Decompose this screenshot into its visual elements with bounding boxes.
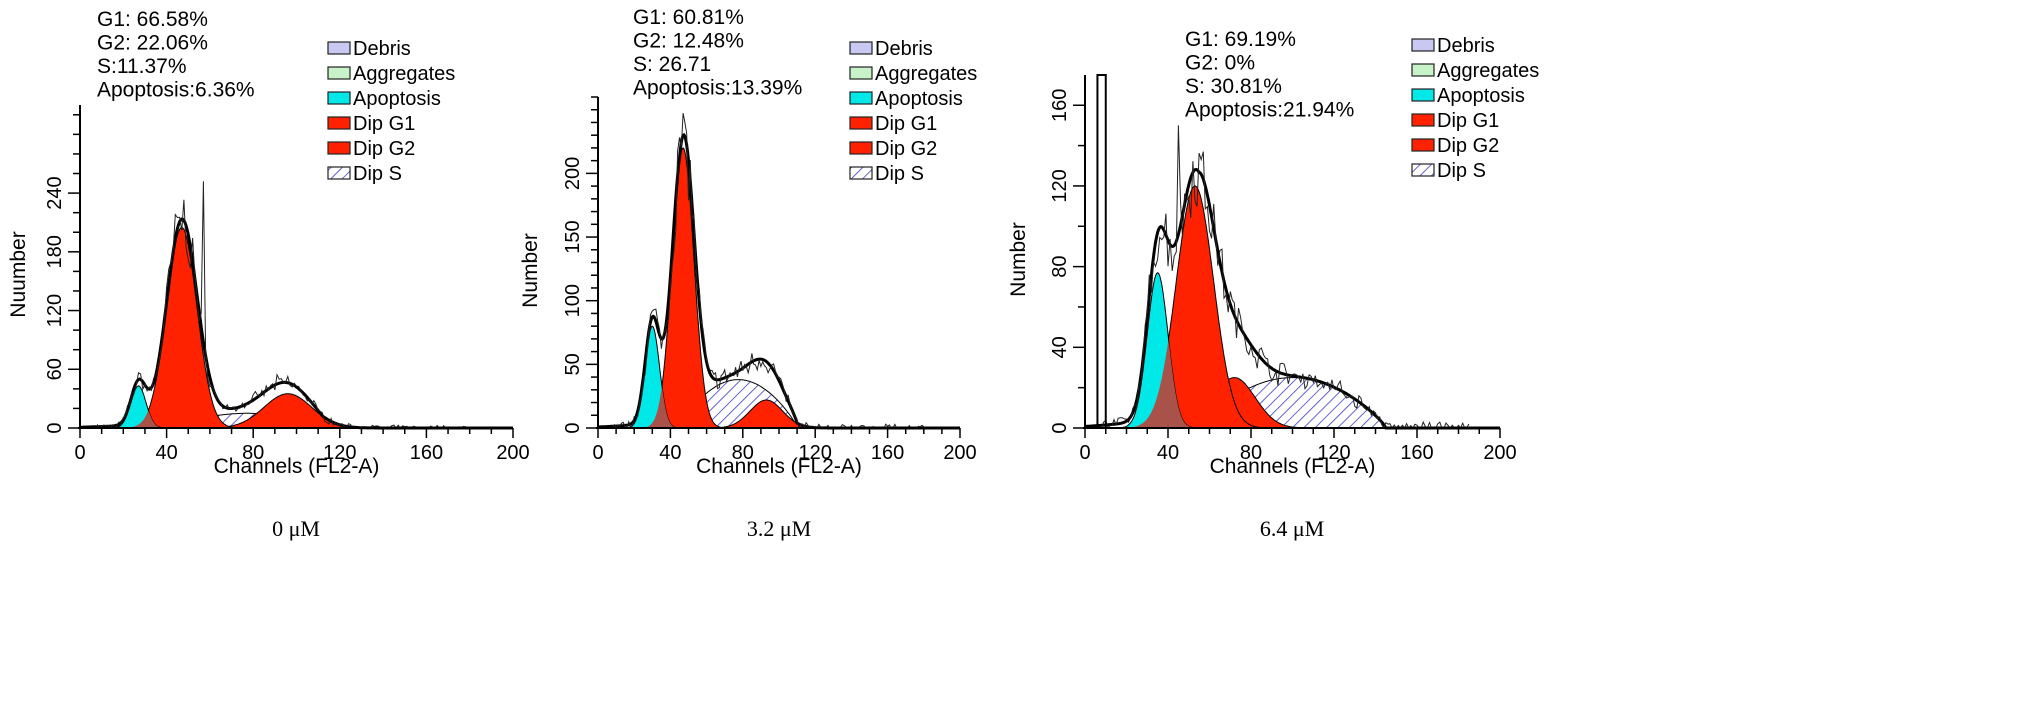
- concentration-caption: 3.2 μM: [747, 516, 811, 541]
- legend-swatch-aggregates: [327, 66, 351, 80]
- legend-swatch-apoptosis: [1411, 88, 1435, 102]
- y-tick-label: 40: [1049, 336, 1071, 358]
- legend-swatch-debris: [849, 41, 873, 55]
- legend-label: Aggregates: [353, 63, 455, 85]
- stat-text: Apoptosis:13.39%: [633, 77, 802, 100]
- legend-swatch-dip-g2: [1411, 138, 1435, 152]
- y-axis-title: Nuumber: [7, 231, 30, 317]
- legend-swatch-debris: [1411, 38, 1435, 52]
- legend-label: Debris: [875, 38, 933, 60]
- legend-label: Dip G1: [353, 113, 415, 135]
- x-axis-title: Channels (FL2-A): [1210, 455, 1376, 478]
- stat-text: G2: 12.48%: [633, 30, 744, 53]
- stat-text: G1: 60.81%: [633, 6, 744, 29]
- legend-label: Apoptosis: [875, 88, 963, 110]
- legend-label: Dip S: [353, 163, 402, 185]
- panel-2: 0 40 80 120 160 200 0 50 100 150 200 Channels (FL2-…: [519, 6, 977, 541]
- stat-text: Apoptosis:6.36%: [97, 79, 255, 102]
- legend-swatch-dip-g1: [327, 116, 351, 130]
- x-tick-label: 0: [592, 442, 603, 464]
- panel-1: 0 40 80 120 160 200 0 60 120 180 240 Channels (FL2-…: [7, 8, 530, 541]
- legend-label: Apoptosis: [353, 88, 441, 110]
- y-axis-title: Number: [519, 233, 542, 308]
- x-tick-label: 160: [1400, 442, 1433, 464]
- y-tick-label: 0: [1049, 422, 1071, 433]
- y-tick-label: 240: [44, 176, 66, 209]
- x-tick-label: 40: [659, 442, 681, 464]
- x-tick-label: 120: [799, 442, 832, 464]
- x-tick-label: 160: [410, 442, 443, 464]
- legend-label: Dip G1: [1437, 110, 1499, 132]
- concentration-caption: 0 μM: [272, 516, 320, 541]
- x-tick-label: 200: [943, 442, 976, 464]
- x-tick-label: 40: [155, 442, 177, 464]
- x-tick-label: 80: [242, 442, 264, 464]
- x-axis-title: Channels (FL2-A): [214, 455, 380, 478]
- legend-label: Debris: [1437, 35, 1495, 57]
- legend-swatch-dip-s: [849, 166, 873, 180]
- y-tick-label: 120: [44, 294, 66, 327]
- legend-swatch-dip-g1: [849, 116, 873, 130]
- legend-label: Aggregates: [1437, 60, 1539, 82]
- stat-text: S:11.37%: [97, 55, 187, 78]
- x-tick-label: 40: [1157, 442, 1179, 464]
- stat-text: G2: 0%: [1185, 52, 1255, 75]
- x-tick-label: 0: [74, 442, 85, 464]
- legend-swatch-dip-g2: [849, 141, 873, 155]
- y-tick-label: 160: [1049, 89, 1071, 122]
- y-tick-label: 180: [44, 235, 66, 268]
- x-tick-label: 80: [732, 442, 754, 464]
- y-tick-label: 0: [44, 422, 66, 433]
- legend-swatch-apoptosis: [849, 91, 873, 105]
- legend-label: Dip G2: [875, 138, 937, 160]
- stat-text: G2: 22.06%: [97, 32, 208, 55]
- legend-label: Aggregates: [875, 63, 977, 85]
- raw-histogram-line: [1101, 125, 1470, 430]
- stat-text: S: 30.81%: [1185, 75, 1282, 98]
- y-tick-label: 150: [562, 220, 584, 253]
- y-tick-label: 200: [562, 157, 584, 190]
- x-tick-label: 80: [1240, 442, 1262, 464]
- legend-label: Dip G1: [875, 113, 937, 135]
- x-axis-title: Channels (FL2-A): [696, 455, 862, 478]
- legend-swatch-dip-s: [327, 166, 351, 180]
- stat-text: G1: 69.19%: [1185, 28, 1296, 51]
- stat-text: Apoptosis:21.94%: [1185, 99, 1354, 122]
- x-tick-label: 160: [871, 442, 904, 464]
- stat-text: S: 26.71: [633, 53, 711, 76]
- y-tick-label: 100: [562, 284, 584, 317]
- legend-label: Dip S: [875, 163, 924, 185]
- panel-3: 0 40 80 120 160 200 0 40 80 120 160 Channels (FL2-A…: [1007, 28, 1539, 541]
- legend-label: Debris: [353, 38, 411, 60]
- legend-swatch-debris: [327, 41, 351, 55]
- legend-swatch-dip-g2: [327, 141, 351, 155]
- legend-swatch-aggregates: [849, 66, 873, 80]
- x-tick-label: 120: [1317, 442, 1350, 464]
- legend-swatch-aggregates: [1411, 63, 1435, 77]
- legend-label: Apoptosis: [1437, 85, 1525, 107]
- legend-label: Dip G2: [353, 138, 415, 160]
- x-tick-label: 200: [1483, 442, 1516, 464]
- y-axis-title: Number: [1007, 222, 1030, 297]
- legend-swatch-dip-s: [1411, 163, 1435, 177]
- legend-swatch-apoptosis: [327, 91, 351, 105]
- y-tick-label: 50: [562, 353, 584, 375]
- legend-label: Dip G2: [1437, 135, 1499, 157]
- y-tick-label: 120: [1049, 169, 1071, 202]
- apoptosis-g1-overlap: [1085, 342, 1500, 428]
- y-tick-label: 0: [562, 422, 584, 433]
- x-tick-label: 0: [1079, 442, 1090, 464]
- y-tick-label: 60: [44, 358, 66, 380]
- y-tick-label: 80: [1049, 256, 1071, 278]
- debris-gate-bar: [1096, 74, 1107, 429]
- stat-text: G1: 66.58%: [97, 8, 208, 31]
- x-tick-label: 200: [496, 442, 529, 464]
- x-tick-label: 120: [323, 442, 356, 464]
- legend-swatch-dip-g1: [1411, 113, 1435, 127]
- concentration-caption: 6.4 μM: [1260, 516, 1324, 541]
- legend-label: Dip S: [1437, 160, 1486, 182]
